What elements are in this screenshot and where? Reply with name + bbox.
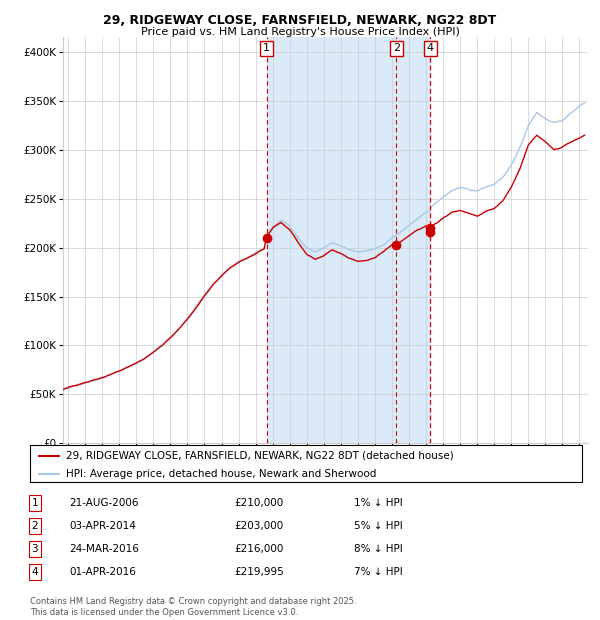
Text: 4: 4: [31, 567, 38, 577]
Text: £203,000: £203,000: [234, 521, 283, 531]
Text: 3: 3: [31, 544, 38, 554]
Text: £210,000: £210,000: [234, 498, 283, 508]
Text: 01-APR-2016: 01-APR-2016: [69, 567, 136, 577]
Text: Contains HM Land Registry data © Crown copyright and database right 2025.
This d: Contains HM Land Registry data © Crown c…: [30, 598, 356, 617]
FancyBboxPatch shape: [30, 445, 582, 482]
Text: 8% ↓ HPI: 8% ↓ HPI: [354, 544, 403, 554]
Text: 2: 2: [31, 521, 38, 531]
Text: 29, RIDGEWAY CLOSE, FARNSFIELD, NEWARK, NG22 8DT: 29, RIDGEWAY CLOSE, FARNSFIELD, NEWARK, …: [103, 14, 497, 27]
Text: 21-AUG-2006: 21-AUG-2006: [69, 498, 139, 508]
Text: £216,000: £216,000: [234, 544, 283, 554]
Text: 1: 1: [31, 498, 38, 508]
Text: 03-APR-2014: 03-APR-2014: [69, 521, 136, 531]
Text: 2: 2: [392, 43, 400, 53]
Text: 29, RIDGEWAY CLOSE, FARNSFIELD, NEWARK, NG22 8DT (detached house): 29, RIDGEWAY CLOSE, FARNSFIELD, NEWARK, …: [66, 451, 454, 461]
Text: HPI: Average price, detached house, Newark and Sherwood: HPI: Average price, detached house, Newa…: [66, 469, 376, 479]
Text: 1% ↓ HPI: 1% ↓ HPI: [354, 498, 403, 508]
Text: 5% ↓ HPI: 5% ↓ HPI: [354, 521, 403, 531]
Text: 7% ↓ HPI: 7% ↓ HPI: [354, 567, 403, 577]
Text: £219,995: £219,995: [234, 567, 284, 577]
Text: Price paid vs. HM Land Registry's House Price Index (HPI): Price paid vs. HM Land Registry's House …: [140, 27, 460, 37]
Bar: [266, 37, 430, 443]
Text: 4: 4: [427, 43, 434, 53]
Text: 1: 1: [263, 43, 270, 53]
Text: 24-MAR-2016: 24-MAR-2016: [69, 544, 139, 554]
